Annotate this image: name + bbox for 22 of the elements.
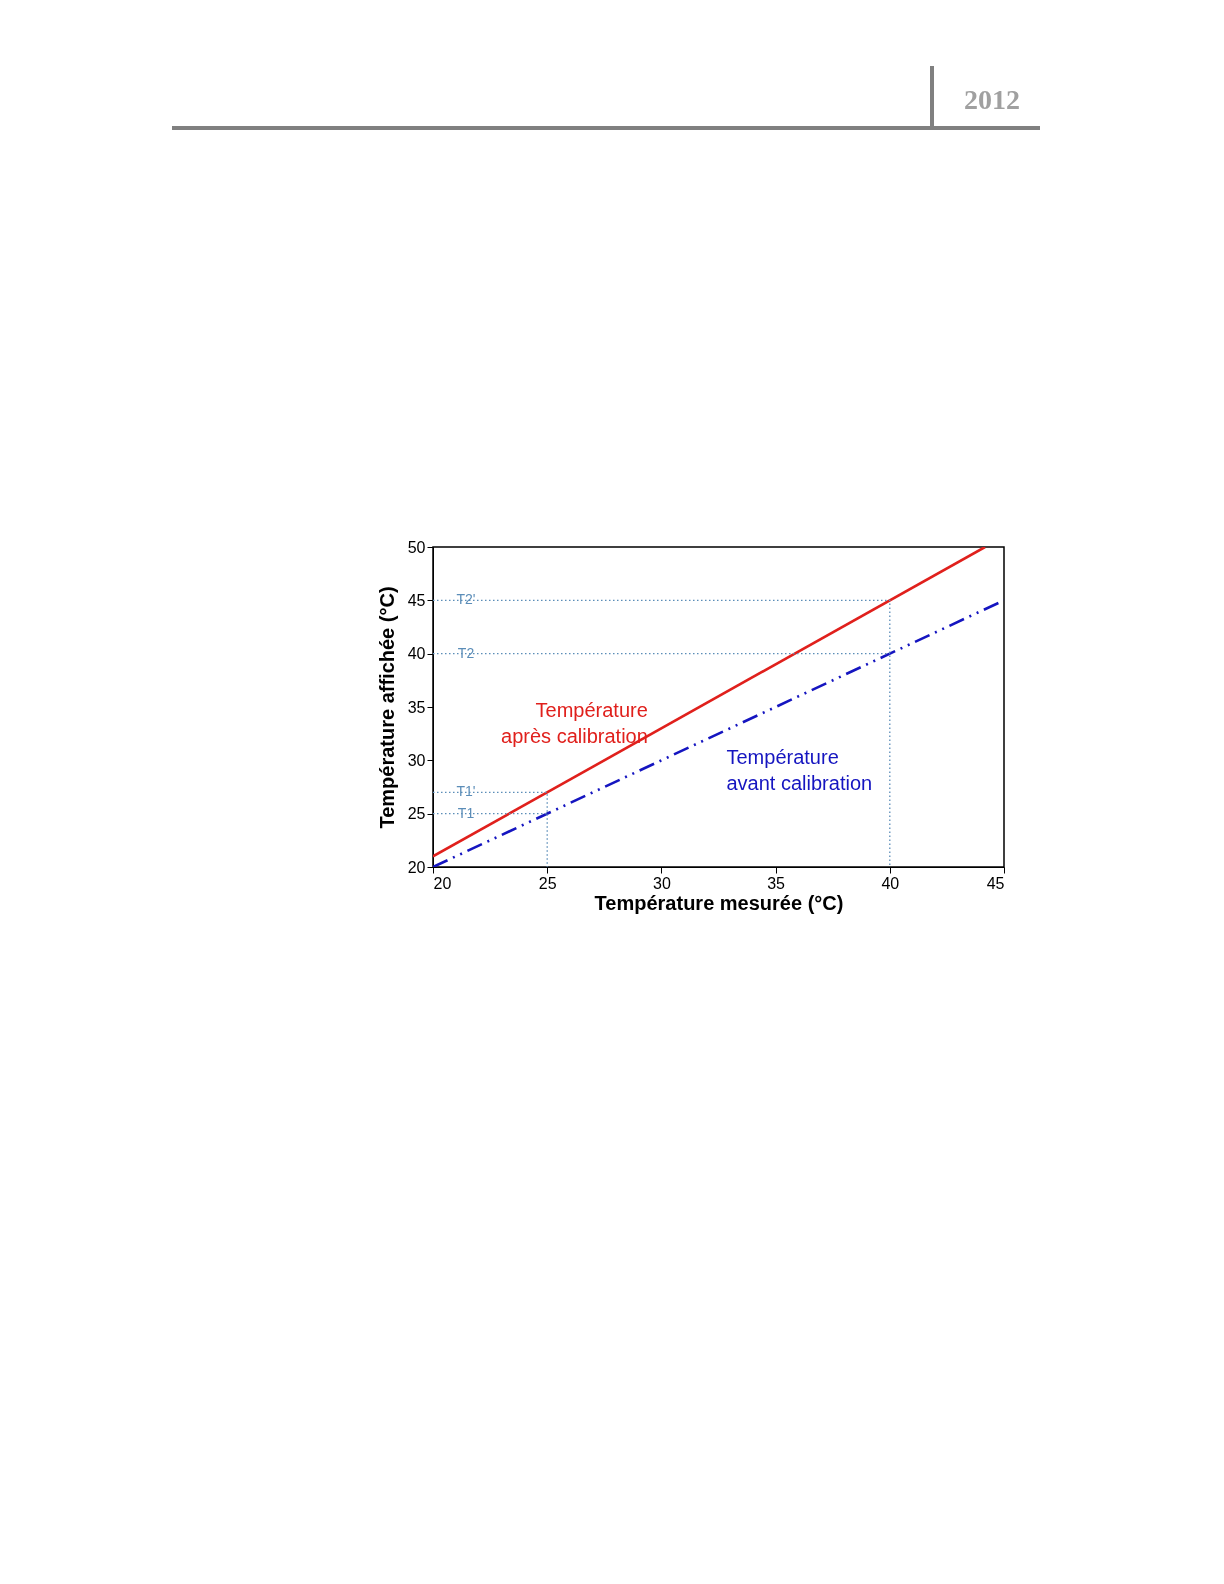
series-label: Température avant calibration [726,745,873,794]
y-tick-label: 45 [407,591,426,609]
x-tick-label: 40 [881,874,900,892]
x-tick-label: 20 [433,874,452,892]
annotation: T1' [456,783,476,800]
y-tick-label: 40 [407,645,426,663]
x-tick-label: 30 [653,874,671,892]
annotation: T2' [456,591,476,608]
text: 2012 [964,84,1020,116]
x-tick-label: 25 [538,874,557,892]
annotation: T1 [457,804,475,821]
annotation: T2 [457,644,475,661]
series-label: Température après calibration [501,698,648,747]
y-tick-label: 20 [407,858,426,876]
y-axis-title: Température affichée (°C) [375,586,398,829]
x-tick-label: 45 [986,874,1005,892]
y-tick-label: 50 [407,538,426,556]
x-tick-label: 35 [767,874,786,892]
y-tick-label: 30 [407,751,426,769]
y-tick-label: 25 [407,805,426,823]
y-tick-label: 35 [407,698,426,716]
x-axis-title: Température mesurée (°C) [594,891,844,914]
